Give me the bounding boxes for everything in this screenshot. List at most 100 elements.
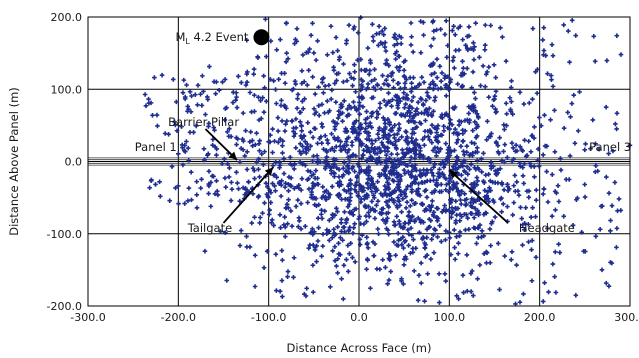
data-point bbox=[315, 38, 320, 44]
data-point bbox=[301, 79, 307, 85]
data-point bbox=[382, 191, 387, 196]
data-point bbox=[410, 127, 416, 132]
data-point bbox=[599, 267, 605, 273]
data-point bbox=[517, 144, 523, 150]
data-point bbox=[494, 109, 499, 114]
data-point bbox=[399, 209, 404, 215]
data-point bbox=[261, 265, 267, 270]
data-point bbox=[380, 217, 386, 223]
data-point bbox=[279, 278, 285, 283]
data-point bbox=[472, 206, 478, 211]
data-point bbox=[394, 214, 400, 219]
data-point bbox=[432, 161, 438, 167]
data-point bbox=[263, 181, 269, 186]
data-point bbox=[312, 247, 318, 253]
data-point bbox=[526, 138, 532, 144]
data-point bbox=[415, 191, 420, 197]
data-point bbox=[309, 189, 314, 195]
data-point bbox=[450, 164, 456, 169]
data-point bbox=[375, 131, 381, 137]
data-point bbox=[370, 22, 375, 27]
data-point bbox=[467, 166, 472, 172]
data-point bbox=[418, 19, 423, 24]
data-point bbox=[460, 37, 465, 42]
data-point bbox=[405, 227, 411, 233]
data-point bbox=[332, 81, 338, 86]
panel-1-label: Panel 1 bbox=[135, 140, 177, 154]
data-point bbox=[390, 125, 395, 131]
data-point bbox=[376, 136, 382, 141]
data-point bbox=[544, 169, 549, 174]
data-point bbox=[187, 130, 193, 135]
data-point bbox=[427, 137, 432, 143]
data-point bbox=[395, 151, 400, 157]
data-point bbox=[259, 151, 265, 157]
data-point bbox=[146, 96, 151, 102]
data-point bbox=[441, 123, 447, 129]
data-point bbox=[300, 106, 306, 112]
data-point bbox=[300, 98, 305, 104]
data-point bbox=[340, 237, 345, 243]
data-point bbox=[534, 187, 539, 193]
data-point bbox=[327, 108, 332, 113]
data-point bbox=[293, 204, 299, 209]
data-point bbox=[389, 103, 394, 109]
data-point bbox=[239, 80, 244, 85]
data-point bbox=[383, 124, 388, 130]
data-point bbox=[522, 137, 527, 143]
data-point bbox=[443, 228, 449, 234]
data-point bbox=[352, 259, 358, 265]
data-point bbox=[535, 146, 541, 152]
data-point bbox=[461, 149, 466, 154]
data-point bbox=[323, 164, 329, 169]
data-point bbox=[411, 201, 417, 207]
data-point bbox=[322, 208, 328, 214]
data-point bbox=[351, 225, 357, 231]
data-point bbox=[591, 34, 597, 39]
data-point bbox=[487, 185, 492, 191]
data-point bbox=[494, 140, 499, 146]
data-point bbox=[324, 149, 330, 155]
data-point bbox=[246, 179, 251, 185]
data-point bbox=[258, 98, 263, 103]
data-point bbox=[483, 172, 489, 178]
data-point bbox=[273, 188, 278, 194]
data-point bbox=[395, 41, 400, 47]
data-point bbox=[394, 36, 399, 42]
data-point bbox=[553, 290, 559, 295]
data-point bbox=[225, 129, 230, 135]
data-point bbox=[340, 110, 345, 116]
data-point bbox=[333, 99, 339, 105]
data-point bbox=[369, 189, 375, 194]
data-point bbox=[314, 153, 320, 159]
data-point bbox=[521, 291, 526, 297]
data-point bbox=[443, 141, 449, 146]
data-point bbox=[529, 238, 535, 243]
data-point bbox=[229, 186, 235, 192]
data-point bbox=[396, 198, 402, 204]
data-point bbox=[364, 204, 369, 209]
data-point bbox=[250, 143, 255, 149]
data-point bbox=[203, 112, 208, 117]
data-point bbox=[395, 100, 401, 106]
data-point bbox=[410, 214, 415, 219]
data-point bbox=[526, 239, 531, 245]
annotations: ML 4.2 Event Barrier Pillar Panel 1 Panel 3… bbox=[135, 29, 631, 235]
data-point bbox=[426, 204, 432, 209]
data-point bbox=[468, 46, 474, 51]
data-point bbox=[488, 243, 494, 248]
data-point bbox=[532, 124, 537, 130]
data-point bbox=[182, 149, 188, 154]
data-point bbox=[460, 58, 465, 64]
data-point bbox=[311, 172, 316, 177]
x-tick-label: 100.0 bbox=[434, 311, 466, 324]
data-point bbox=[352, 104, 357, 110]
data-point bbox=[448, 148, 453, 153]
data-point bbox=[303, 150, 309, 156]
data-point bbox=[469, 85, 474, 91]
data-point bbox=[422, 240, 427, 246]
data-point bbox=[347, 225, 353, 230]
data-point bbox=[425, 271, 430, 277]
data-point bbox=[273, 159, 278, 165]
data-point bbox=[406, 243, 411, 248]
